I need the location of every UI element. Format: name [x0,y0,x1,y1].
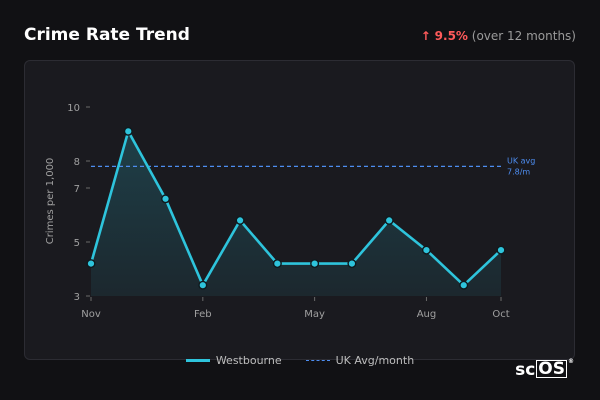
series-layer [89,130,503,287]
legend-item-uk-avg[interactable]: UK Avg/month [305,354,415,367]
data-point [161,194,171,204]
legend-item-westbourne[interactable]: Westbourne [185,354,282,367]
data-point [459,280,469,290]
x-axis: Nov Feb May Aug Oct [81,297,510,320]
series-area-fill [91,131,501,296]
x-tick-label: Aug [417,309,437,320]
legend-swatch-solid [185,359,210,362]
y-tick-label: 8 [74,157,80,168]
x-tick-label: May [304,309,325,320]
reference-value-label: 7.8/m [507,167,530,176]
legend-swatch-dashed [305,360,330,361]
reference-layer: UK avg 7.8/m [91,156,535,176]
x-tick-label: Nov [81,309,101,320]
data-point [235,215,245,225]
data-point [496,245,506,255]
data-point [347,259,357,269]
data-point [86,259,96,269]
y-tick-label: 5 [74,238,80,249]
reference-label: UK avg [507,156,535,165]
trend-change: ↑ 9.5% (over 12 months) [421,29,576,43]
data-point [123,126,133,136]
chart-title: Crime Rate Trend [24,25,190,45]
data-point [384,215,394,225]
y-tick-label: 10 [67,103,80,114]
data-point [310,259,320,269]
x-tick-label: Feb [194,309,212,320]
legend-label-uk-avg: UK Avg/month [335,354,415,367]
y-tick-label: 3 [74,292,80,303]
series-line-westbourne [89,130,503,287]
trend-change-note: (over 12 months) [471,29,576,43]
y-axis: 3 5 7 8 10 [67,103,90,303]
area-layer [91,131,501,296]
data-point [421,245,431,255]
trend-change-percent: 9.5% [434,29,468,43]
points-layer [86,126,506,290]
y-tick-label: 7 [74,184,80,195]
trend-up-icon: ↑ [420,29,431,43]
x-tick-label: Oct [492,309,509,320]
legend-label-westbourne: Westbourne [215,354,282,367]
data-point [198,280,208,290]
data-point [272,259,282,269]
chart-legend: Westbourne UK Avg/month [0,354,600,367]
scos-logo: sc OS ® [515,358,574,380]
y-axis-label: Crimes per 1,000 [45,158,56,245]
